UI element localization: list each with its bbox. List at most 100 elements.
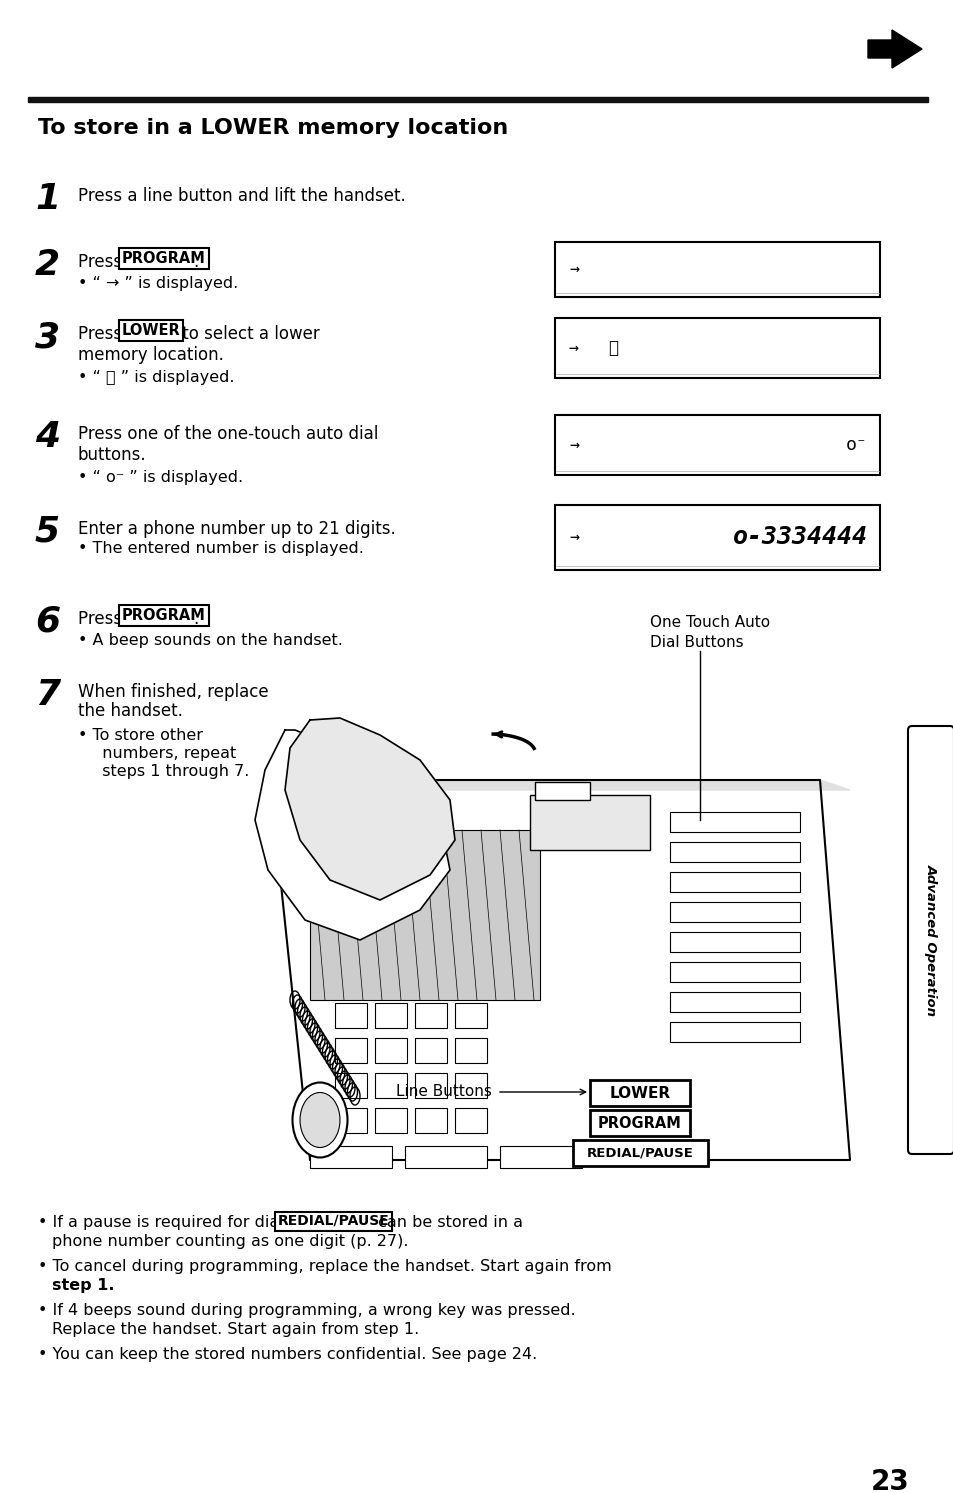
Text: 6: 6: [35, 605, 60, 639]
Text: One Touch Auto
Dial Buttons: One Touch Auto Dial Buttons: [649, 615, 769, 649]
Text: Press: Press: [78, 611, 128, 629]
Bar: [375, 1038, 407, 1063]
Ellipse shape: [293, 1082, 347, 1157]
Bar: [310, 1147, 392, 1168]
Text: step 1.: step 1.: [52, 1278, 114, 1293]
Bar: [669, 872, 800, 891]
Text: To store in a LOWER memory location: To store in a LOWER memory location: [38, 118, 508, 137]
Bar: [573, 1141, 707, 1166]
Text: 2: 2: [35, 248, 60, 282]
Bar: [669, 932, 800, 953]
Text: • You can keep the stored numbers confidential. See page 24.: • You can keep the stored numbers confid…: [38, 1347, 537, 1362]
Text: When finished, replace: When finished, replace: [78, 682, 269, 702]
Text: 1: 1: [35, 182, 60, 216]
Bar: [455, 1003, 486, 1029]
Bar: [335, 1073, 367, 1097]
Text: to select a lower: to select a lower: [177, 325, 319, 343]
Polygon shape: [254, 730, 450, 941]
Text: Enter a phone number up to 21 digits.: Enter a phone number up to 21 digits.: [78, 520, 395, 537]
Polygon shape: [270, 779, 849, 1160]
Polygon shape: [285, 718, 455, 900]
Bar: [589, 1109, 689, 1136]
Text: • “ ⎺ ” is displayed.: • “ ⎺ ” is displayed.: [78, 370, 234, 385]
Text: can be stored in a: can be stored in a: [373, 1215, 522, 1230]
Text: numbers, repeat: numbers, repeat: [91, 746, 236, 761]
FancyBboxPatch shape: [907, 726, 953, 1154]
Bar: [669, 902, 800, 923]
Text: 7: 7: [35, 678, 60, 712]
Bar: [669, 812, 800, 832]
Text: Advanced Operation: Advanced Operation: [923, 864, 937, 1017]
Bar: [669, 842, 800, 861]
Text: the handset.: the handset.: [78, 702, 183, 720]
Text: .: .: [193, 611, 198, 629]
Bar: [415, 1003, 447, 1029]
Text: Press a line button and lift the handset.: Press a line button and lift the handset…: [78, 187, 405, 205]
Bar: [415, 1108, 447, 1133]
Text: PROGRAM: PROGRAM: [598, 1115, 681, 1130]
Text: Replace the handset. Start again from step 1.: Replace the handset. Start again from st…: [52, 1321, 418, 1338]
Text: • “ → ” is displayed.: • “ → ” is displayed.: [78, 276, 238, 291]
Bar: [555, 415, 879, 475]
Bar: [405, 1147, 486, 1168]
Text: PROGRAM: PROGRAM: [122, 608, 206, 623]
Bar: [335, 1038, 367, 1063]
Text: →: →: [568, 260, 578, 278]
Text: steps 1 through 7.: steps 1 through 7.: [91, 764, 249, 779]
Bar: [28, 97, 927, 102]
Text: PROGRAM: PROGRAM: [122, 251, 206, 266]
Text: LOWER: LOWER: [609, 1085, 670, 1100]
Bar: [415, 1073, 447, 1097]
Bar: [415, 1038, 447, 1063]
Bar: [375, 1108, 407, 1133]
Text: Press: Press: [78, 325, 128, 343]
Text: • If a pause is required for dialing,: • If a pause is required for dialing,: [38, 1215, 318, 1230]
Bar: [455, 1073, 486, 1097]
Bar: [375, 1003, 407, 1029]
Bar: [335, 1003, 367, 1029]
Text: Press one of the one-touch auto dial: Press one of the one-touch auto dial: [78, 426, 378, 443]
Bar: [555, 505, 879, 570]
Bar: [499, 1147, 581, 1168]
Text: buttons.: buttons.: [78, 446, 147, 464]
Polygon shape: [270, 779, 849, 790]
Bar: [589, 1079, 689, 1106]
Text: • If 4 beeps sound during programming, a wrong key was pressed.: • If 4 beeps sound during programming, a…: [38, 1303, 575, 1318]
Ellipse shape: [299, 1093, 339, 1148]
Bar: [530, 794, 649, 850]
Text: 23: 23: [870, 1468, 909, 1493]
Text: • To cancel during programming, replace the handset. Start again from: • To cancel during programming, replace …: [38, 1259, 611, 1274]
Text: REDIAL∕PAUSE: REDIAL∕PAUSE: [277, 1214, 389, 1229]
Bar: [535, 782, 589, 800]
Text: • A beep sounds on the handset.: • A beep sounds on the handset.: [78, 633, 342, 648]
Text: LOWER: LOWER: [122, 322, 180, 337]
Text: Press: Press: [78, 252, 128, 272]
Bar: [455, 1108, 486, 1133]
Text: →   ⎺: → ⎺: [568, 339, 618, 357]
Text: 3: 3: [35, 320, 60, 354]
Bar: [555, 318, 879, 378]
Bar: [669, 1023, 800, 1042]
Text: →: →: [568, 529, 578, 546]
Text: memory location.: memory location.: [78, 346, 224, 364]
Text: .: .: [193, 252, 198, 272]
Text: o-3334444: o-3334444: [732, 526, 867, 549]
Bar: [555, 242, 879, 297]
Text: REDIAL/PAUSE: REDIAL/PAUSE: [586, 1147, 693, 1160]
Bar: [335, 1108, 367, 1133]
Bar: [669, 961, 800, 982]
Polygon shape: [867, 30, 921, 69]
Text: →: →: [568, 436, 578, 454]
Text: o⁻: o⁻: [845, 436, 867, 454]
Bar: [310, 830, 539, 1000]
Text: Line Buttons: Line Buttons: [395, 1084, 492, 1099]
Text: • To store other: • To store other: [78, 729, 203, 744]
Bar: [455, 1038, 486, 1063]
Bar: [669, 991, 800, 1012]
Text: phone number counting as one digit (p. 27).: phone number counting as one digit (p. 2…: [52, 1235, 408, 1250]
Bar: [375, 1073, 407, 1097]
Text: • “ o⁻ ” is displayed.: • “ o⁻ ” is displayed.: [78, 470, 243, 485]
Text: • The entered number is displayed.: • The entered number is displayed.: [78, 540, 363, 555]
Text: 5: 5: [35, 515, 60, 549]
Text: 4: 4: [35, 420, 60, 454]
